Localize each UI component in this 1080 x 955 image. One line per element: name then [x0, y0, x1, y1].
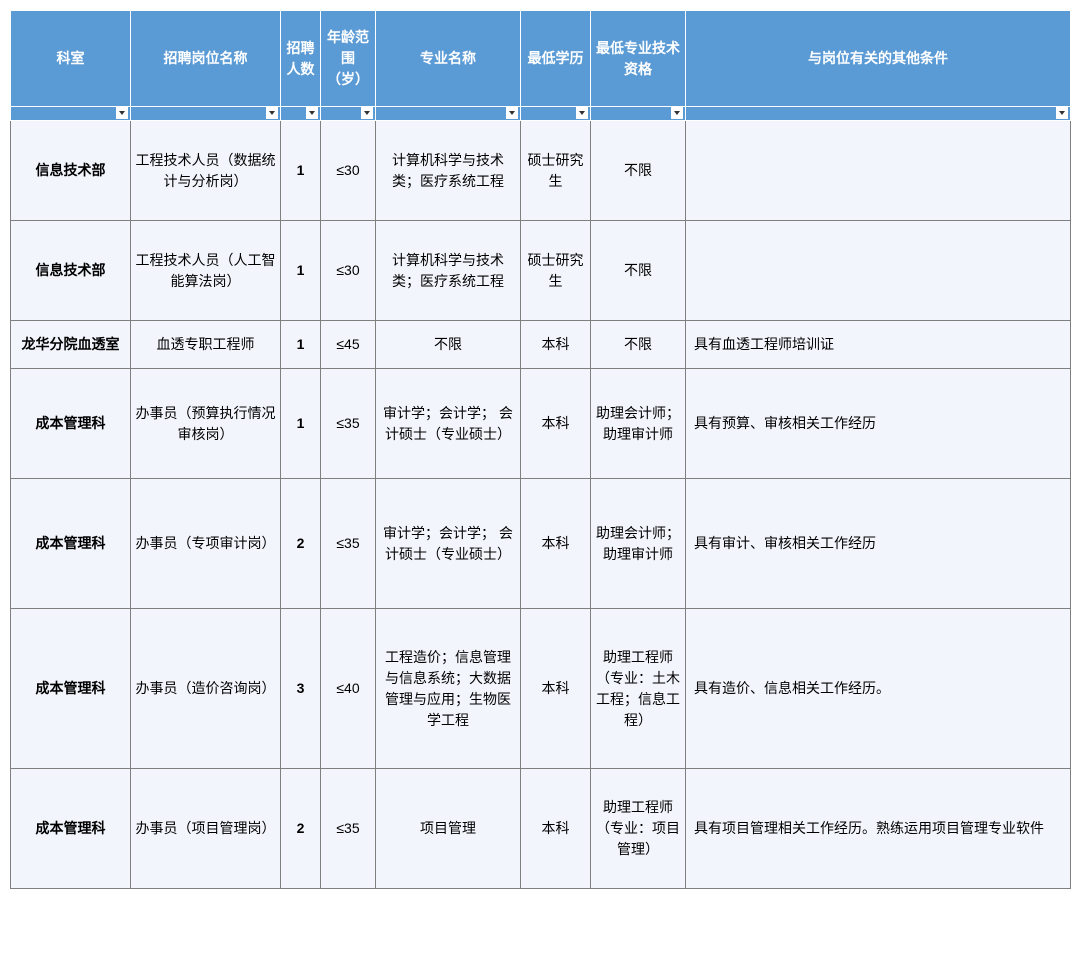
filter-other[interactable] [686, 107, 1071, 121]
cell-major: 计算机科学与技术类；医疗系统工程 [376, 121, 521, 221]
cell-other: 具有项目管理相关工作经历。熟练运用项目管理专业软件 [686, 769, 1071, 889]
cell-qualification: 不限 [591, 121, 686, 221]
header-number: 招聘人数 [281, 11, 321, 107]
cell-number: 2 [281, 479, 321, 609]
cell-position: 办事员（项目管理岗） [131, 769, 281, 889]
cell-education: 硕士研究生 [521, 221, 591, 321]
cell-education: 本科 [521, 769, 591, 889]
cell-number: 2 [281, 769, 321, 889]
filter-row [11, 107, 1071, 121]
table-row: 信息技术部工程技术人员（人工智能算法岗）1≤30计算机科学与技术类；医疗系统工程… [11, 221, 1071, 321]
cell-number: 3 [281, 609, 321, 769]
header-major: 专业名称 [376, 11, 521, 107]
filter-arrow-icon[interactable] [116, 107, 128, 119]
filter-arrow-icon[interactable] [671, 107, 683, 119]
cell-position: 血透专职工程师 [131, 321, 281, 369]
cell-dept: 成本管理科 [11, 479, 131, 609]
cell-dept: 信息技术部 [11, 121, 131, 221]
cell-number: 1 [281, 369, 321, 479]
filter-arrow-icon[interactable] [506, 107, 518, 119]
filter-dept[interactable] [11, 107, 131, 121]
filter-qualification[interactable] [591, 107, 686, 121]
cell-education: 本科 [521, 479, 591, 609]
filter-arrow-icon[interactable] [306, 107, 318, 119]
cell-qualification: 助理会计师；助理审计师 [591, 479, 686, 609]
cell-qualification: 助理会计师；助理审计师 [591, 369, 686, 479]
cell-age: ≤45 [321, 321, 376, 369]
header-qualification: 最低专业技术资格 [591, 11, 686, 107]
filter-age[interactable] [321, 107, 376, 121]
cell-major: 项目管理 [376, 769, 521, 889]
cell-other [686, 221, 1071, 321]
header-dept: 科室 [11, 11, 131, 107]
cell-major: 审计学；会计学； 会计硕士（专业硕士） [376, 479, 521, 609]
cell-dept: 成本管理科 [11, 369, 131, 479]
cell-other: 具有造价、信息相关工作经历。 [686, 609, 1071, 769]
filter-position[interactable] [131, 107, 281, 121]
cell-education: 本科 [521, 609, 591, 769]
cell-dept: 成本管理科 [11, 609, 131, 769]
cell-position: 工程技术人员（数据统计与分析岗） [131, 121, 281, 221]
cell-number: 1 [281, 321, 321, 369]
header-age: 年龄范围（岁） [321, 11, 376, 107]
header-education: 最低学历 [521, 11, 591, 107]
cell-position: 工程技术人员（人工智能算法岗） [131, 221, 281, 321]
filter-number[interactable] [281, 107, 321, 121]
filter-arrow-icon[interactable] [576, 107, 588, 119]
filter-arrow-icon[interactable] [1056, 107, 1068, 119]
table-row: 成本管理科办事员（专项审计岗）2≤35审计学；会计学； 会计硕士（专业硕士）本科… [11, 479, 1071, 609]
cell-other: 具有预算、审核相关工作经历 [686, 369, 1071, 479]
cell-dept: 成本管理科 [11, 769, 131, 889]
cell-dept: 龙华分院血透室 [11, 321, 131, 369]
cell-education: 硕士研究生 [521, 121, 591, 221]
header-row: 科室 招聘岗位名称 招聘人数 年龄范围（岁） 专业名称 最低学历 最低专业技术资… [11, 11, 1071, 107]
header-position: 招聘岗位名称 [131, 11, 281, 107]
filter-arrow-icon[interactable] [361, 107, 373, 119]
cell-major: 不限 [376, 321, 521, 369]
cell-position: 办事员（造价咨询岗） [131, 609, 281, 769]
cell-position: 办事员（专项审计岗） [131, 479, 281, 609]
cell-age: ≤35 [321, 769, 376, 889]
cell-age: ≤35 [321, 479, 376, 609]
table-row: 龙华分院血透室血透专职工程师1≤45不限本科不限具有血透工程师培训证 [11, 321, 1071, 369]
cell-qualification: 不限 [591, 221, 686, 321]
cell-other: 具有审计、审核相关工作经历 [686, 479, 1071, 609]
recruitment-table: 科室 招聘岗位名称 招聘人数 年龄范围（岁） 专业名称 最低学历 最低专业技术资… [10, 10, 1071, 889]
cell-qualification: 助理工程师（专业：项目管理） [591, 769, 686, 889]
cell-other: 具有血透工程师培训证 [686, 321, 1071, 369]
cell-number: 1 [281, 121, 321, 221]
cell-dept: 信息技术部 [11, 221, 131, 321]
table-row: 成本管理科办事员（项目管理岗）2≤35项目管理本科助理工程师（专业：项目管理）具… [11, 769, 1071, 889]
table-row: 信息技术部工程技术人员（数据统计与分析岗）1≤30计算机科学与技术类；医疗系统工… [11, 121, 1071, 221]
filter-education[interactable] [521, 107, 591, 121]
cell-major: 工程造价；信息管理与信息系统；大数据管理与应用；生物医学工程 [376, 609, 521, 769]
cell-age: ≤30 [321, 221, 376, 321]
cell-age: ≤35 [321, 369, 376, 479]
cell-position: 办事员（预算执行情况审核岗） [131, 369, 281, 479]
filter-major[interactable] [376, 107, 521, 121]
cell-education: 本科 [521, 321, 591, 369]
table-body: 信息技术部工程技术人员（数据统计与分析岗）1≤30计算机科学与技术类；医疗系统工… [11, 121, 1071, 889]
filter-arrow-icon[interactable] [266, 107, 278, 119]
table-row: 成本管理科办事员（预算执行情况审核岗）1≤35审计学；会计学； 会计硕士（专业硕… [11, 369, 1071, 479]
cell-number: 1 [281, 221, 321, 321]
cell-major: 审计学；会计学； 会计硕士（专业硕士） [376, 369, 521, 479]
cell-qualification: 不限 [591, 321, 686, 369]
cell-age: ≤40 [321, 609, 376, 769]
cell-qualification: 助理工程师（专业：土木工程；信息工程） [591, 609, 686, 769]
cell-education: 本科 [521, 369, 591, 479]
header-other: 与岗位有关的其他条件 [686, 11, 1071, 107]
cell-major: 计算机科学与技术类；医疗系统工程 [376, 221, 521, 321]
cell-age: ≤30 [321, 121, 376, 221]
table-row: 成本管理科办事员（造价咨询岗）3≤40工程造价；信息管理与信息系统；大数据管理与… [11, 609, 1071, 769]
cell-other [686, 121, 1071, 221]
